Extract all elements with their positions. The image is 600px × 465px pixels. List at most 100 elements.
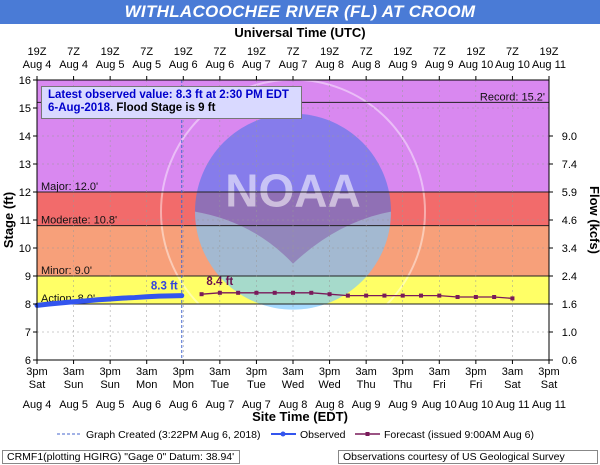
flow-tick-label: 4.6 <box>562 215 577 227</box>
forecast-point <box>345 293 350 298</box>
bottom-tick-date: Aug 7 <box>205 399 234 411</box>
forecast-point <box>199 292 204 297</box>
y-tick-label: 12 <box>19 187 31 199</box>
observed-point <box>133 296 137 300</box>
callout-line-1: Latest observed value: 8.3 ft at 2:30 PM… <box>48 89 289 101</box>
top-tick-time: 19Z <box>247 46 266 58</box>
forecast-point <box>309 290 314 295</box>
top-axis-title: Universal Time (UTC) <box>234 25 365 40</box>
bottom-tick-date: Aug 11 <box>495 399 529 411</box>
observed-point <box>59 301 63 305</box>
observed-point <box>96 298 100 302</box>
legend-observed-label: Observed <box>300 429 346 441</box>
bottom-tick-date: Aug 9 <box>388 399 417 411</box>
top-tick-time: 7Z <box>506 46 519 58</box>
top-tick-time: 19Z <box>174 46 193 58</box>
bottom-tick-date: Aug 10 <box>458 399 493 411</box>
forecast-point <box>419 293 423 298</box>
y-tick-label: 7 <box>25 327 31 339</box>
flow-tick-label: 1.0 <box>562 327 577 339</box>
bottom-tick-date: Aug 5 <box>96 399 125 411</box>
callout-flood-stage: . Flood Stage is 9 ft <box>110 102 216 114</box>
gridlines <box>36 79 550 361</box>
bottom-tick-day: Mon <box>136 379 157 391</box>
observed-point <box>180 294 184 298</box>
y-tick-label: 11 <box>20 215 31 227</box>
bottom-tick-date: Aug 7 <box>242 399 271 411</box>
observed-point <box>157 294 161 298</box>
forecast-point <box>492 295 497 299</box>
bottom-tick-day: Tue <box>247 379 266 391</box>
label-moderate: Moderate: 10.8' <box>41 215 117 227</box>
label-record: Record: 15.2' <box>480 91 545 103</box>
bottom-tick-date: Aug 6 <box>132 399 161 411</box>
forecast-point <box>473 295 478 299</box>
bottom-tick-time: 3pm <box>26 366 47 378</box>
forecast-point <box>437 293 442 298</box>
observed-point <box>120 296 124 300</box>
bottom-tick-date: Aug 8 <box>279 399 308 411</box>
bottom-tick-date: Aug 8 <box>315 399 344 411</box>
top-tick-date: Aug 4 <box>59 59 88 71</box>
top-tick-time: 19Z <box>393 46 412 58</box>
bottom-tick-date: Aug 9 <box>352 399 381 411</box>
y-tick-label: 13 <box>19 159 31 171</box>
bottom-tick-time: 3pm <box>538 366 559 378</box>
bottom-tick-time: 3pm <box>173 366 194 378</box>
bottom-tick-date: Aug 6 <box>169 399 198 411</box>
y-tick-label: 14 <box>19 131 31 143</box>
top-tick-time: 7Z <box>140 46 153 58</box>
bottom-tick-time: 3pm <box>246 366 267 378</box>
callout-date: 6-Aug-2018 <box>48 102 110 114</box>
observed-point <box>108 297 112 301</box>
legend-forecast-marker <box>365 432 370 436</box>
observed-point <box>84 299 88 303</box>
top-tick-time: 7Z <box>67 46 80 58</box>
bottom-tick-time: 3am <box>429 366 450 378</box>
bottom-tick-date: Aug 11 <box>532 399 566 411</box>
bottom-tick-day: Sat <box>504 379 521 391</box>
legend: Graph Created (3:22PM Aug 6, 2018) Obser… <box>57 429 534 441</box>
bottom-tick-day: Tue <box>211 379 230 391</box>
flow-tick-label: 3.4 <box>562 243 577 255</box>
top-tick-date: Aug 7 <box>279 59 308 71</box>
forecast-point <box>254 290 259 295</box>
latest-observed-callout: Latest observed value: 8.3 ft at 2:30 PM… <box>41 86 302 119</box>
bottom-tick-time: 3am <box>355 366 376 378</box>
forecast-point <box>382 293 387 298</box>
y-tick-label: 10 <box>19 243 31 255</box>
courtesy-footer: Observations courtesy of US Geological S… <box>338 450 598 464</box>
legend-observed-marker <box>280 431 286 437</box>
forecast-line <box>201 292 513 300</box>
top-tick-date: Aug 11 <box>532 59 566 71</box>
flood-category-labels: Record: 15.2' Major: 12.0' Moderate: 10.8'… <box>41 91 545 305</box>
flow-tick-label: 5.9 <box>562 187 577 199</box>
flow-tick-label: 7.4 <box>562 159 577 171</box>
top-tick-time: 7Z <box>360 46 373 58</box>
observed-value-label: 8.3 ft <box>151 281 178 293</box>
top-tick-date: Aug 6 <box>169 59 198 71</box>
top-tick-time: 19Z <box>320 46 339 58</box>
forecast-point <box>455 295 460 299</box>
left-axis-title: Stage (ft) <box>1 192 16 248</box>
bottom-tick-day: Wed <box>282 379 304 391</box>
y-tick-label: 15 <box>19 103 31 115</box>
bottom-tick-time: 3am <box>63 366 84 378</box>
top-tick-time: 19Z <box>101 46 120 58</box>
bottom-tick-day: Sat <box>541 379 558 391</box>
flow-tick-label: 1.6 <box>562 299 577 311</box>
axes: 6 7 8 9 10 11 12 13 14 15 16 0.6 1.0 1.6 2.4 3.4 4.6 5.9 7… <box>19 46 577 411</box>
top-tick-date: Aug 7 <box>242 59 271 71</box>
forecast-point <box>217 290 222 295</box>
bottom-tick-time: 3pm <box>99 366 120 378</box>
bottom-tick-day: Sun <box>100 379 120 391</box>
y-tick-label: 16 <box>19 75 31 87</box>
right-axis-title: Flow (kcfs) <box>587 186 600 254</box>
bottom-tick-day: Sat <box>29 379 46 391</box>
y-tick-label: 8 <box>25 299 31 311</box>
top-tick-time: 7Z <box>433 46 446 58</box>
observed-point <box>145 295 149 299</box>
top-tick-date: Aug 8 <box>315 59 344 71</box>
flow-tick-label: 9.0 <box>562 131 577 143</box>
forecast-value-label: 8.4 ft <box>206 276 233 288</box>
